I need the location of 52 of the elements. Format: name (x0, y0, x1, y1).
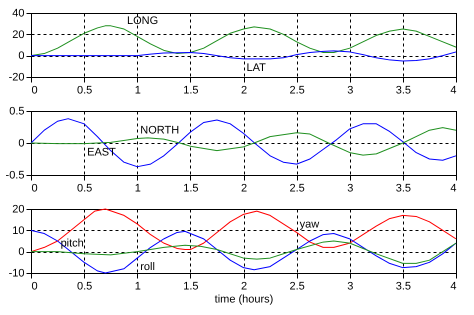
y-tick-label: 20 (12, 28, 24, 41)
x-tick-label: 3.5 (396, 280, 412, 292)
annotation: yaw (300, 218, 320, 230)
x-tick-label: 2 (240, 280, 248, 292)
x-tick-label: 4 (450, 182, 456, 194)
y-tick-label: 0 (18, 138, 24, 150)
annotation: NORTH (140, 124, 180, 137)
line-series (30, 127, 456, 156)
y-tick-label: 0.5 (9, 106, 24, 118)
x-tick-label: 3 (347, 84, 354, 96)
y-tick-label: -10 (8, 268, 24, 280)
line-series (30, 230, 456, 274)
y-tick-label: 0 (18, 246, 24, 258)
x-tick-label: 3 (347, 182, 354, 194)
annotation: roll (140, 261, 155, 274)
x-tick-label: 1.5 (183, 280, 199, 292)
line-series (30, 208, 456, 252)
y-tick-label: -20 (8, 72, 24, 84)
annotation: pitch (60, 238, 84, 250)
y-tick-label: -0.5 (6, 170, 24, 182)
line-series (30, 25, 456, 56)
line-series (30, 50, 456, 62)
x-tick-label: 3.5 (396, 84, 412, 96)
x-tick-label: 0.5 (76, 84, 92, 96)
x-axis-title: time (hours) (214, 294, 274, 306)
x-tick-label: 1 (134, 280, 141, 292)
x-tick-label: 0 (32, 182, 38, 194)
x-tick-label: 1.5 (183, 182, 199, 194)
y-tick-label: 0 (18, 50, 24, 62)
x-tick-label: 4 (450, 280, 456, 292)
x-tick-label: 0.5 (76, 182, 92, 194)
y-tick-label: 40 (12, 8, 24, 20)
x-tick-label: 0 (32, 84, 38, 96)
x-tick-label: 2 (240, 182, 248, 194)
x-tick-label: 2.5 (289, 84, 305, 96)
annotation: LONG (126, 15, 158, 27)
x-tick-label: 2 (240, 84, 248, 96)
x-tick-label: 0.5 (76, 280, 92, 292)
x-tick-label: 4 (450, 84, 456, 96)
x-tick-label: 1 (134, 182, 141, 194)
x-tick-label: 2.5 (289, 182, 305, 194)
x-tick-label: 0 (32, 280, 38, 292)
x-tick-label: 3 (347, 280, 354, 292)
x-tick-label: 2.5 (289, 280, 305, 292)
line-series (30, 118, 456, 168)
y-tick-label: 10 (12, 224, 24, 237)
line-series (30, 240, 456, 264)
y-tick-label: 20 (12, 204, 24, 216)
x-tick-label: 1.5 (183, 84, 199, 96)
x-tick-label: 1 (134, 84, 141, 96)
x-tick-label: 3.5 (396, 182, 412, 194)
annotation: LAT (246, 62, 266, 74)
